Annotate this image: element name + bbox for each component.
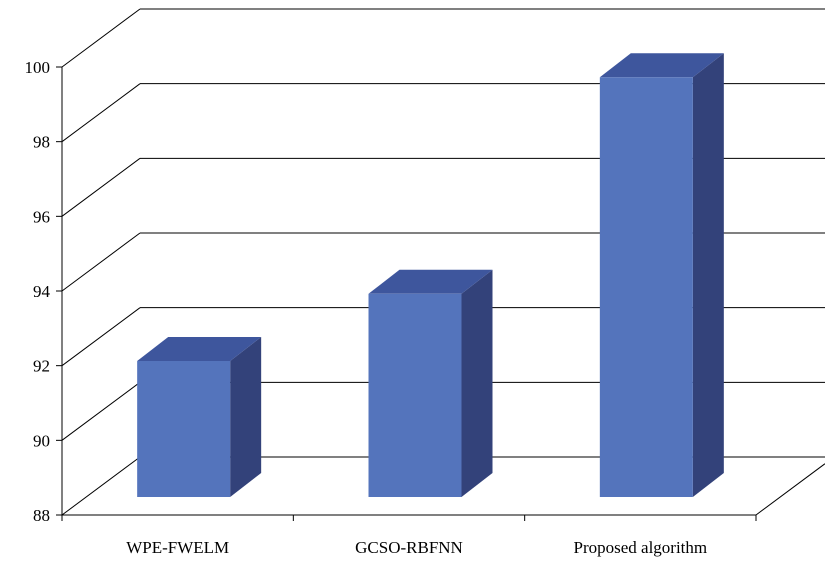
gridline-side-5 xyxy=(61,83,141,143)
y-tick-label-0: 88 xyxy=(33,506,50,525)
bar-top-0 xyxy=(137,337,262,361)
x-tick-label-2: Proposed algorithm xyxy=(574,538,708,557)
bars xyxy=(137,53,724,498)
bar-top-1 xyxy=(368,269,493,294)
gridline-side-3 xyxy=(61,232,141,292)
y-tick-label-6: 100 xyxy=(25,58,51,77)
bar-2 xyxy=(599,53,724,498)
bar-top-2 xyxy=(599,53,724,78)
y-tick-label-5: 98 xyxy=(33,133,50,152)
labels: 88 90 92 94 96 98 100 WPE-FWELM GCSO-RBFNN Propos… xyxy=(25,58,708,557)
bar-1 xyxy=(368,269,493,497)
bar-front-0 xyxy=(137,361,231,497)
bar-side-0 xyxy=(230,337,262,497)
bar-front-1 xyxy=(368,293,462,497)
y-tick-label-2: 92 xyxy=(33,357,50,376)
gridline-side-6 xyxy=(61,8,141,68)
gridline-side-2 xyxy=(61,307,141,367)
y-tick-label-1: 90 xyxy=(33,431,50,450)
bar-side-1 xyxy=(461,269,493,497)
bar-0 xyxy=(137,337,262,497)
x-tick-label-1: GCSO-RBFNN xyxy=(355,538,463,557)
x-tick-label-0: WPE-FWELM xyxy=(126,538,229,557)
y-tick-label-4: 96 xyxy=(33,207,50,226)
y-tick-label-3: 94 xyxy=(33,282,51,301)
floor-right-edge xyxy=(755,463,825,516)
gridline-side-4 xyxy=(61,157,141,217)
gridline-side-0 xyxy=(61,456,141,516)
gridline-side-1 xyxy=(61,381,141,441)
bar-front-2 xyxy=(599,77,693,498)
bar-side-2 xyxy=(692,53,724,498)
